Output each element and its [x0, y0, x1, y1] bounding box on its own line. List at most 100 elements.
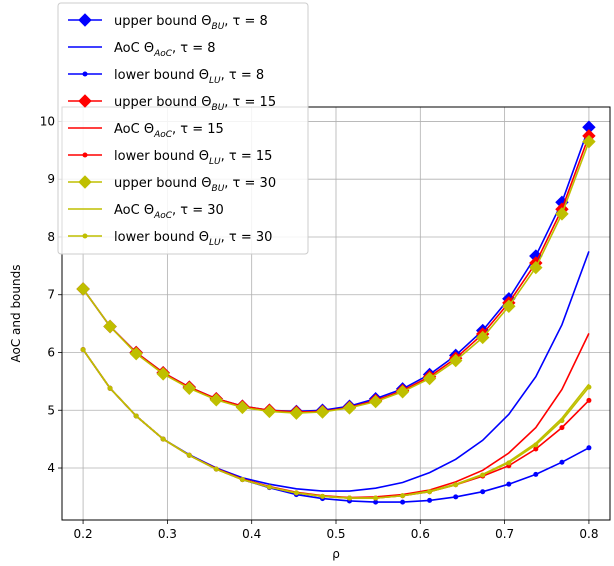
legend-label: lower bound ΘLU, τ = 15 [114, 149, 272, 167]
data-point [449, 353, 463, 368]
data-point [533, 442, 539, 448]
legend-swatch-marker [78, 94, 92, 108]
data-point [506, 460, 512, 466]
legend-swatch-marker [78, 13, 92, 27]
data-point [289, 406, 304, 420]
data-point [266, 484, 272, 490]
data-point [427, 497, 433, 503]
data-point [373, 495, 379, 501]
legend-swatch-marker [82, 233, 88, 239]
data-point [213, 466, 219, 472]
data-point [427, 489, 433, 495]
legend-label: lower bound ΘLU, τ = 30 [114, 230, 272, 248]
data-point [320, 493, 326, 499]
y-axis: 4 5 6 7 8 9 10 [40, 114, 62, 475]
data-point [400, 493, 406, 499]
legend-entry: lower bound ΘLU, τ = 8 [68, 68, 264, 86]
data-point [533, 471, 539, 477]
data-point [129, 346, 143, 361]
data-point [373, 499, 379, 505]
data-point [315, 405, 330, 419]
legend-entry: AoC ΘAoC, τ = 30 [68, 203, 224, 221]
legend-label: AoC ΘAoC, τ = 8 [114, 41, 216, 59]
data-point [453, 494, 459, 500]
data-point [555, 207, 569, 221]
legend-label: AoC ΘAoC, τ = 30 [114, 203, 224, 221]
series-layer [76, 120, 596, 505]
legend-box [57, 2, 309, 255]
data-point [368, 394, 383, 409]
data-point [156, 367, 170, 381]
legend-swatch-marker [82, 152, 88, 158]
y-tick-label: 10 [40, 114, 55, 128]
data-point [506, 481, 512, 487]
data-point [262, 404, 277, 419]
series-line [82, 349, 590, 499]
legend-entry: upper bound ΘBU, τ = 30 [68, 175, 276, 194]
data-point [346, 495, 352, 501]
y-tick-label: 7 [47, 288, 55, 302]
data-point [182, 381, 197, 396]
data-point [559, 425, 565, 431]
data-point [480, 472, 486, 478]
data-point [559, 459, 565, 465]
x-tick-label: 0.8 [579, 527, 598, 541]
y-axis-label: AoC and bounds [9, 265, 23, 363]
legend-label: upper bound ΘBU, τ = 15 [114, 95, 276, 113]
legend-entry: lower bound ΘLU, τ = 15 [68, 149, 272, 167]
legend-entry: AoC ΘAoC, τ = 8 [68, 41, 216, 59]
data-point [582, 134, 596, 149]
data-point [400, 499, 406, 505]
data-point [239, 477, 245, 483]
data-point [533, 446, 539, 452]
data-point [422, 371, 437, 386]
data-point [209, 393, 223, 407]
series-7 [76, 134, 596, 420]
legend-swatch-marker [78, 175, 92, 189]
x-tick-label: 0.3 [158, 527, 177, 541]
data-point [107, 385, 113, 391]
x-axis-label: ρ [332, 547, 340, 561]
y-tick-label: 4 [47, 461, 55, 475]
data-point [160, 436, 166, 442]
data-point [235, 400, 250, 415]
data-point [475, 330, 490, 345]
legend-label: lower bound ΘLU, τ = 8 [114, 68, 264, 86]
legend-entry: AoC ΘAoC, τ = 15 [68, 122, 224, 140]
data-point [586, 397, 592, 403]
x-tick-label: 0.7 [495, 527, 514, 541]
x-axis: 0.2 0.3 0.4 0.5 0.6 0.7 0.8 [74, 520, 598, 541]
data-point [293, 490, 299, 496]
data-point [502, 299, 516, 313]
x-tick-label: 0.6 [411, 527, 430, 541]
legend-entry: upper bound ΘBU, τ = 8 [68, 13, 268, 32]
data-point [80, 347, 86, 353]
data-point [453, 482, 459, 488]
x-tick-label: 0.5 [326, 527, 345, 541]
y-tick-label: 8 [47, 230, 55, 244]
data-point [103, 319, 117, 334]
data-point [76, 282, 90, 296]
data-point [529, 260, 543, 275]
data-point [186, 452, 192, 458]
data-point [559, 418, 565, 424]
series-line [82, 141, 590, 414]
y-tick-label: 6 [47, 345, 55, 359]
x-tick-label: 0.2 [74, 527, 93, 541]
legend-label: upper bound ΘBU, τ = 8 [114, 14, 268, 32]
data-point [342, 401, 357, 415]
data-point [586, 384, 592, 390]
series-9 [80, 347, 592, 501]
data-point [480, 489, 486, 495]
legend-entry: lower bound ΘLU, τ = 30 [68, 230, 272, 248]
legend-label: upper bound ΘBU, τ = 30 [114, 176, 276, 194]
data-point [133, 413, 139, 419]
legend: upper bound ΘBU, τ = 8 AoC ΘAoC, τ = 8 low… [57, 2, 309, 255]
legend-label: AoC ΘAoC, τ = 15 [114, 122, 224, 140]
data-point [586, 445, 592, 451]
legend-swatch-marker [82, 71, 88, 77]
y-tick-label: 5 [47, 403, 55, 417]
x-tick-label: 0.4 [242, 527, 261, 541]
data-point [395, 385, 410, 399]
